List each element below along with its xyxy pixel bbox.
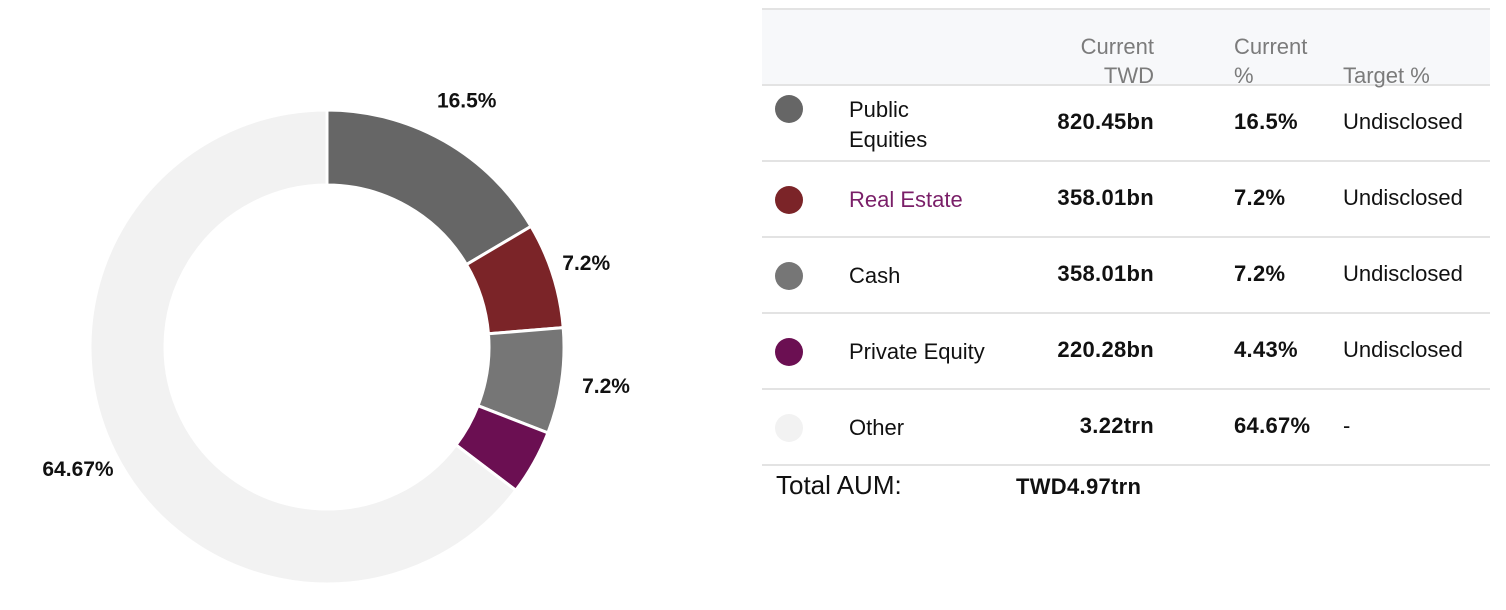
row-category-line2: Equities: [849, 127, 928, 152]
legend-dot-private-equity: [775, 338, 803, 366]
header-target-pct[interactable]: Target %: [1343, 63, 1430, 88]
table-row-public-equities: Public Equities 820.45bn 16.5% Undisclos…: [762, 86, 1490, 162]
slice-label-real-estate: 7.2%: [562, 252, 610, 275]
labels-group: 16.5% 7.2% 7.2% 64.67%: [42, 90, 630, 482]
donut-chart: 16.5% 7.2% 7.2% 64.67%: [42, 90, 630, 586]
row-current-pct: 64.67%: [1234, 413, 1311, 438]
slice-label-public-equities: 16.5%: [437, 90, 497, 113]
row-current-pct: 16.5%: [1234, 109, 1298, 134]
table-row-private-equity: Private Equity 220.28bn 4.43% Undisclose…: [762, 314, 1490, 390]
slice-public-equities[interactable]: [325, 108, 534, 267]
row-current-twd: 820.45bn: [1057, 109, 1154, 134]
table-row-real-estate: Real Estate 358.01bn 7.2% Undisclosed: [762, 162, 1490, 238]
row-target-pct: Undisclosed: [1343, 185, 1463, 210]
slice-label-other: 64.67%: [42, 458, 114, 481]
header-current-twd[interactable]: Current TWD: [1014, 32, 1154, 90]
slices-group: [88, 108, 566, 586]
header-current-pct-line1: Current: [1234, 34, 1308, 59]
row-category: Private Equity: [849, 339, 985, 364]
row-category-line1: Public: [849, 97, 909, 122]
header-current-pct-line2: %: [1234, 63, 1254, 88]
row-target-pct: Undisclosed: [1343, 261, 1463, 286]
donut-chart-area: 16.5% 7.2% 7.2% 64.67%: [0, 0, 720, 610]
allocation-table: Current TWD Current % Target % Public Eq…: [762, 8, 1490, 512]
legend-dot-other: [775, 414, 803, 442]
total-aum-label: Total AUM:: [776, 470, 902, 500]
row-current-twd: 358.01bn: [1057, 261, 1154, 286]
table-header: Current TWD Current % Target %: [762, 8, 1490, 88]
table-row-other: Other 3.22trn 64.67% -: [762, 390, 1490, 466]
row-current-twd: 220.28bn: [1057, 337, 1154, 362]
total-aum-value: TWD4.97trn: [1016, 474, 1142, 499]
row-current-pct: 7.2%: [1234, 261, 1286, 286]
row-target-pct: Undisclosed: [1343, 109, 1463, 134]
row-category: Public Equities: [849, 95, 1019, 155]
row-category-link[interactable]: Real Estate: [849, 187, 963, 212]
row-category: Other: [849, 415, 905, 440]
legend-dot-real-estate: [775, 186, 803, 214]
slice-label-cash: 7.2%: [582, 375, 630, 398]
total-aum: Total AUM: TWD4.97trn: [762, 466, 1490, 512]
header-current-twd-line1: Current: [1080, 34, 1154, 59]
row-current-pct: 4.43%: [1234, 337, 1298, 362]
row-current-twd: 358.01bn: [1057, 185, 1154, 210]
row-current-twd: 3.22trn: [1079, 413, 1154, 438]
row-current-pct: 7.2%: [1234, 185, 1286, 210]
row-target-pct: Undisclosed: [1343, 337, 1463, 362]
header-current-pct[interactable]: Current %: [1234, 32, 1344, 90]
header-current-twd-line2: TWD: [1103, 63, 1154, 88]
legend-dot-public-equities: [775, 95, 803, 123]
row-category: Cash: [849, 263, 901, 288]
legend-dot-cash: [775, 262, 803, 290]
row-target-pct: -: [1343, 413, 1351, 438]
slice-other[interactable]: [88, 108, 518, 586]
table-row-cash: Cash 358.01bn 7.2% Undisclosed: [762, 238, 1490, 314]
